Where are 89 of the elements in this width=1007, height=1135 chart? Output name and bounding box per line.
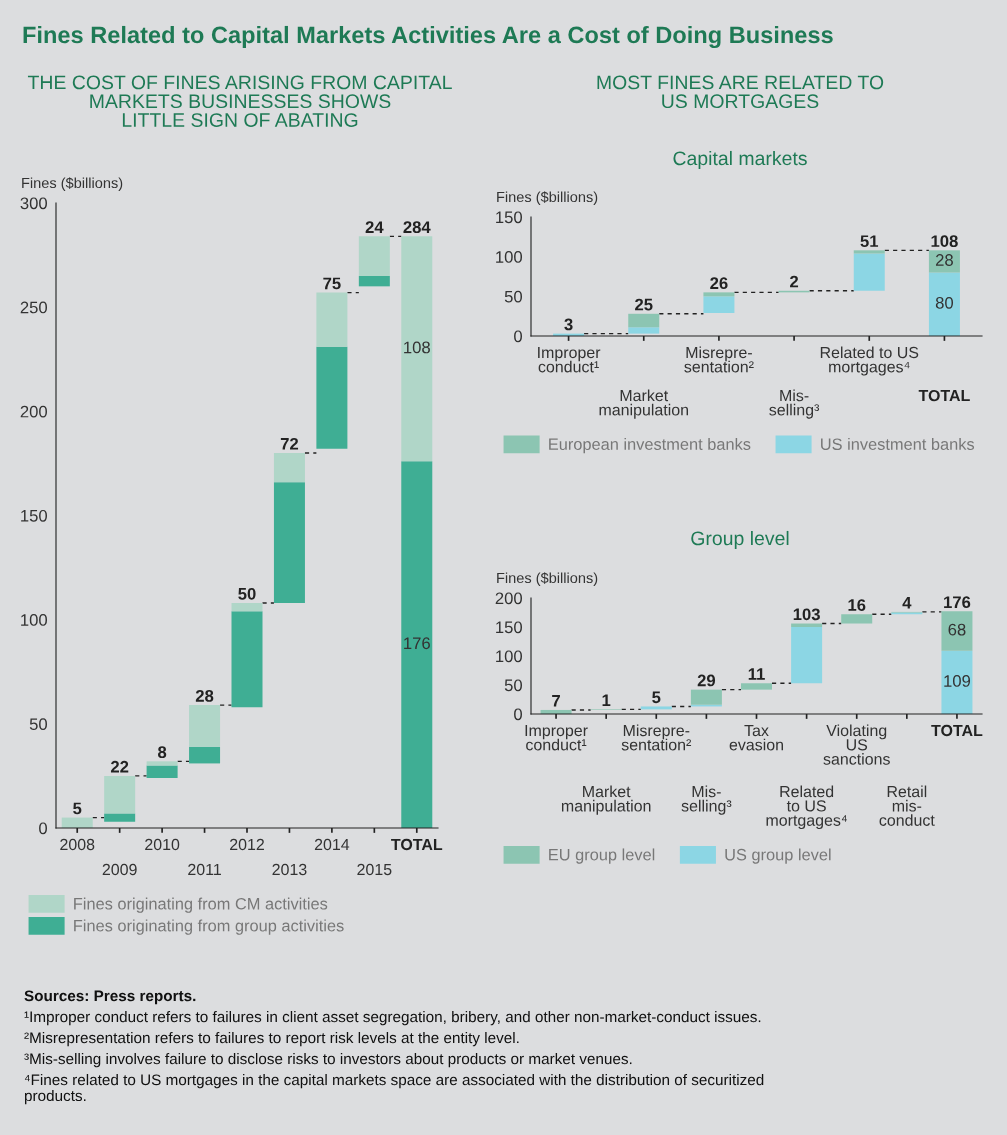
total-label: 75 <box>323 277 341 290</box>
x-tick-label: Tax evasion <box>729 725 783 751</box>
x-tick-label: Misrepre- sentation² <box>684 346 754 373</box>
total-label: 4 <box>902 597 912 609</box>
y-tick-label: 250 <box>20 301 48 314</box>
total-label: 103 <box>793 608 820 621</box>
legend-label: US group level <box>725 848 831 864</box>
legend-label: European investment banks <box>549 437 751 454</box>
y-tick-label: 50 <box>504 679 523 692</box>
y-tick-label: 100 <box>21 614 48 626</box>
x-tick-label: Mis- selling³ <box>681 785 732 815</box>
x-tick-label: Violating US sanctions <box>823 724 890 765</box>
x-tick-label: Market manipulation <box>599 389 688 419</box>
y-tick-label: 100 <box>496 650 523 663</box>
x-tick-label: TOTAL <box>391 838 443 851</box>
data-label: 80 <box>935 296 954 309</box>
total-label: 1 <box>602 694 611 706</box>
y-tick-label: 150 <box>21 509 48 522</box>
y-axis-title: Fines ($billions) <box>497 572 598 586</box>
x-tick-label: Related to US mortgages⁴ <box>820 346 919 376</box>
source-note: Sources: Press reports. <box>24 990 196 1005</box>
y-axis-title: Fines ($billions) <box>22 177 123 191</box>
data-label: 68 <box>948 623 966 636</box>
legend-label: Fines originating from group activities <box>74 919 344 935</box>
data-label: 109 <box>944 675 971 687</box>
y-tick-label: 200 <box>495 592 523 605</box>
total-label: 2 <box>790 275 799 288</box>
y-tick-label: 150 <box>496 621 523 634</box>
y-tick-label: 100 <box>496 251 523 263</box>
x-tick-label: Improper conduct¹ <box>538 347 601 373</box>
total-label: 3 <box>564 318 573 331</box>
total-label: 22 <box>110 760 129 773</box>
x-tick-label: Retail mis- conduct <box>879 785 935 826</box>
total-label: 26 <box>710 277 728 290</box>
x-tick-label: 2012 <box>230 838 264 851</box>
total-label: 8 <box>158 746 167 759</box>
x-tick-label: Improper conduct¹ <box>525 725 588 751</box>
legend-label: Fines originating from CM activities <box>74 897 328 913</box>
total-label: 11 <box>748 668 765 680</box>
data-label: 176 <box>404 637 430 650</box>
y-tick-label: 0 <box>514 708 523 721</box>
total-label: 51 <box>860 235 879 248</box>
total-label: 16 <box>848 599 866 611</box>
x-tick-label: 2010 <box>145 838 180 851</box>
total-label: 5 <box>652 691 661 704</box>
total-label: 108 <box>931 235 958 248</box>
x-tick-label: TOTAL <box>918 389 970 402</box>
chart-title: Capital markets <box>673 150 807 170</box>
chart-title: Group level <box>691 530 789 550</box>
total-label: 24 <box>365 221 384 233</box>
y-tick-label: 50 <box>504 290 523 303</box>
x-tick-label: 2013 <box>272 863 307 876</box>
total-label: 28 <box>195 689 214 702</box>
text: ¹Improper conduct refers to failures in client asset segregation, bribery, and other non-market-conduct issues. <box>24 1011 761 1026</box>
x-tick-label: Misrepre- sentation² <box>621 724 692 751</box>
total-label: 5 <box>73 802 82 815</box>
total-label: 72 <box>280 437 299 450</box>
x-tick-label: 2011 <box>188 863 221 876</box>
y-tick-label: 300 <box>20 197 48 210</box>
x-tick-label: 2008 <box>60 838 95 851</box>
chart-subtitle: MOST FINES ARE RELATED TO US MORTGAGES <box>597 75 884 109</box>
x-tick-label: TOTAL <box>931 724 983 737</box>
total-label: 176 <box>944 596 971 609</box>
y-tick-label: 150 <box>496 211 523 224</box>
chart-subtitle: THE COST OF FINES ARISING FROM CAPITAL MARKETS BUSINESSES SHOWS LITTLE SIGN OF ABATING <box>27 75 452 127</box>
legend-label: US investment banks <box>821 437 975 451</box>
legend-label: EU group level <box>549 848 655 864</box>
data-label: 28 <box>935 254 953 266</box>
y-axis-title: Fines ($billions) <box>497 191 598 205</box>
x-tick-label: 2009 <box>102 863 137 876</box>
x-tick-label: Mis- selling³ <box>769 389 820 419</box>
text: ²Misrepresentation refers to failures to report risk levels at the entity level. <box>24 1032 519 1047</box>
data-label: 108 <box>404 341 430 354</box>
x-tick-label: 2014 <box>314 838 350 851</box>
total-label: 50 <box>238 587 256 600</box>
total-label: 29 <box>697 674 716 687</box>
total-label: 7 <box>552 695 560 707</box>
y-tick-label: 200 <box>20 405 48 418</box>
text: ⁴Fines related to US mortgages in the capital markets space are associated with the distribution of securitized products. <box>24 1074 764 1105</box>
total-label: 284 <box>403 221 431 234</box>
x-tick-label: Related to US mortgages⁴ <box>766 785 847 830</box>
x-tick-label: Market manipulation <box>561 785 651 815</box>
chart-title: Fines Related to Capital Markets Activities Are a Cost of Doing Business <box>23 25 833 49</box>
y-tick-label: 0 <box>514 330 523 343</box>
y-tick-label: 0 <box>39 822 48 835</box>
x-tick-label: 2015 <box>357 863 392 876</box>
y-tick-label: 50 <box>29 718 48 731</box>
total-label: 25 <box>635 298 653 311</box>
text: ³Mis-selling involves failure to disclose risks to investors about products or market venues. <box>24 1053 632 1068</box>
